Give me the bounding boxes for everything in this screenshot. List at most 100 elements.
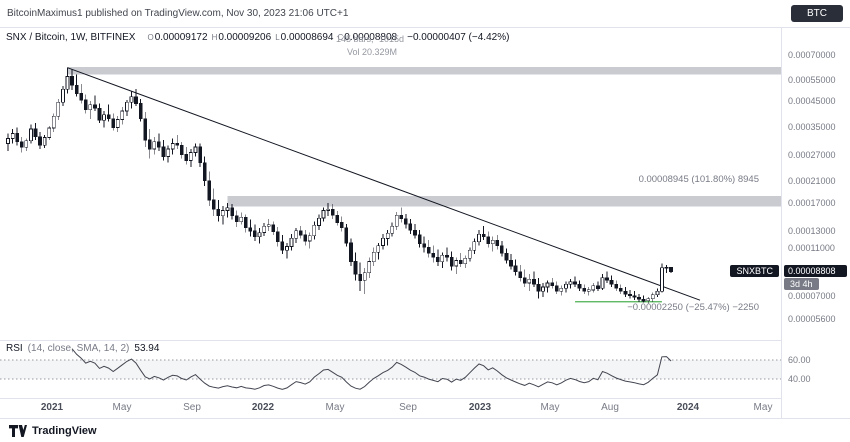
candle-body	[440, 254, 445, 262]
candle-body	[298, 230, 303, 236]
attribution-text[interactable]: BitcoinMaximus1 published on TradingView…	[7, 8, 349, 19]
time-tick: May	[112, 402, 132, 413]
rsi-legend: RSI (14, close, SMA, 14, 2) 53.94	[6, 343, 159, 354]
candle-body	[243, 217, 248, 229]
price-pane[interactable]: SNX / Bitcoin, 1W, BITFINEX O0.00009172 H…	[0, 28, 781, 340]
volume-label: Vol 20.329M	[347, 47, 398, 57]
candle-body	[102, 114, 106, 121]
candle-body	[189, 152, 193, 161]
candle-body	[312, 225, 317, 237]
candle-body	[234, 215, 239, 223]
price-tick: 0.00007000	[788, 290, 836, 301]
price-tick: 0.00013000	[788, 225, 836, 236]
candle-body	[573, 281, 577, 285]
candle-body	[321, 210, 326, 219]
close-value: 0.00008808	[344, 32, 398, 43]
candle-body	[83, 99, 88, 110]
candle-body	[559, 288, 564, 292]
rsi-value: 53.94	[134, 343, 160, 354]
candle-body	[184, 154, 189, 161]
candle-body	[280, 241, 285, 251]
candle-body	[458, 260, 463, 265]
range-measure-label: 145 bars, -1015d	[336, 34, 405, 44]
candle-body	[362, 272, 367, 281]
candle-body	[413, 229, 417, 236]
candle-body	[198, 146, 202, 163]
candle-body	[326, 208, 330, 211]
tradingview-logo[interactable]	[9, 424, 27, 438]
candle-body	[609, 280, 614, 285]
resistance-zone	[227, 195, 781, 207]
candle-body	[257, 232, 262, 238]
candle-body	[660, 267, 664, 292]
rsi-title[interactable]: RSI	[6, 343, 23, 354]
candle-body	[70, 76, 74, 86]
price-tick: 0.00035000	[788, 122, 836, 133]
symbol-title[interactable]: SNX / Bitcoin, 1W, BITFINEX	[6, 32, 136, 43]
candle-body	[157, 141, 161, 148]
price-tick: 0.00017000	[788, 197, 836, 208]
candle-body	[6, 138, 10, 144]
candle-body	[339, 222, 344, 229]
axis-divider	[0, 398, 850, 399]
price-scale[interactable]: 0.00008808 3d 4h 0.00070000 0.00055000 0.0…	[781, 28, 850, 418]
candle-body	[230, 207, 234, 217]
change-value: −0.00000407 (−4.42%)	[407, 32, 510, 43]
candle-body	[490, 239, 495, 245]
candle-body	[646, 298, 651, 302]
candle-body	[399, 214, 404, 220]
candle-body	[330, 208, 335, 216]
candle-body	[33, 128, 38, 138]
candle-body	[97, 108, 102, 121]
candle-body	[193, 146, 198, 153]
candle-body	[554, 285, 559, 292]
candle-body	[541, 286, 545, 292]
time-tick: May	[325, 402, 345, 413]
currency-toggle-button[interactable]: BTC	[791, 5, 843, 22]
measure-down-label: −0.00002250 (−25.47%) −2250	[627, 301, 759, 313]
candle-body	[353, 261, 358, 275]
candle-body	[664, 267, 669, 269]
time-tick: May	[540, 402, 560, 413]
countdown-badge: 3d 4h	[784, 277, 819, 290]
price-tick: 0.00070000	[788, 50, 836, 60]
candle-body	[216, 208, 221, 217]
candle-body	[179, 144, 184, 155]
candle-body	[655, 290, 660, 296]
rsi-params: (14, close, SMA, 14, 2)	[27, 343, 130, 354]
candle-body	[495, 239, 500, 246]
rsi-line	[71, 348, 672, 390]
trendline[interactable]	[67, 67, 701, 301]
candle-body	[266, 224, 271, 227]
time-axis[interactable]: 2021 May Sep 2022 May Sep 2023 May Aug 2024 May	[0, 399, 781, 418]
candle-body	[614, 283, 619, 289]
candle-body	[637, 296, 641, 300]
rsi-plot[interactable]	[0, 341, 781, 398]
candle-body	[56, 101, 61, 117]
candle-body	[15, 133, 19, 143]
price-plot[interactable]	[0, 28, 781, 340]
candle-body	[623, 290, 628, 295]
candle-body	[115, 119, 120, 128]
candle-body	[518, 271, 523, 279]
low-key: L	[275, 33, 280, 42]
price-tick: 0.00045000	[788, 96, 836, 107]
candle-body	[88, 104, 93, 110]
last-price-symbol-badge: SNXBTC	[730, 264, 779, 277]
time-tick: Sep	[183, 402, 201, 413]
price-tick: 0.00011000	[788, 243, 835, 254]
candle-body	[390, 225, 394, 234]
footer-brand-text: TradingView	[32, 424, 97, 437]
candle-body	[591, 285, 596, 291]
candle-body	[65, 76, 70, 90]
candle-body	[275, 231, 280, 243]
candle-body	[161, 146, 166, 157]
rsi-pane[interactable]: RSI (14, close, SMA, 14, 2) 53.94	[0, 341, 781, 398]
time-tick: May	[753, 402, 773, 413]
candle-body	[38, 136, 42, 146]
candle-body	[641, 299, 646, 302]
time-tick: 2024	[676, 402, 700, 413]
candle-body	[138, 103, 143, 120]
candle-body	[207, 180, 212, 201]
